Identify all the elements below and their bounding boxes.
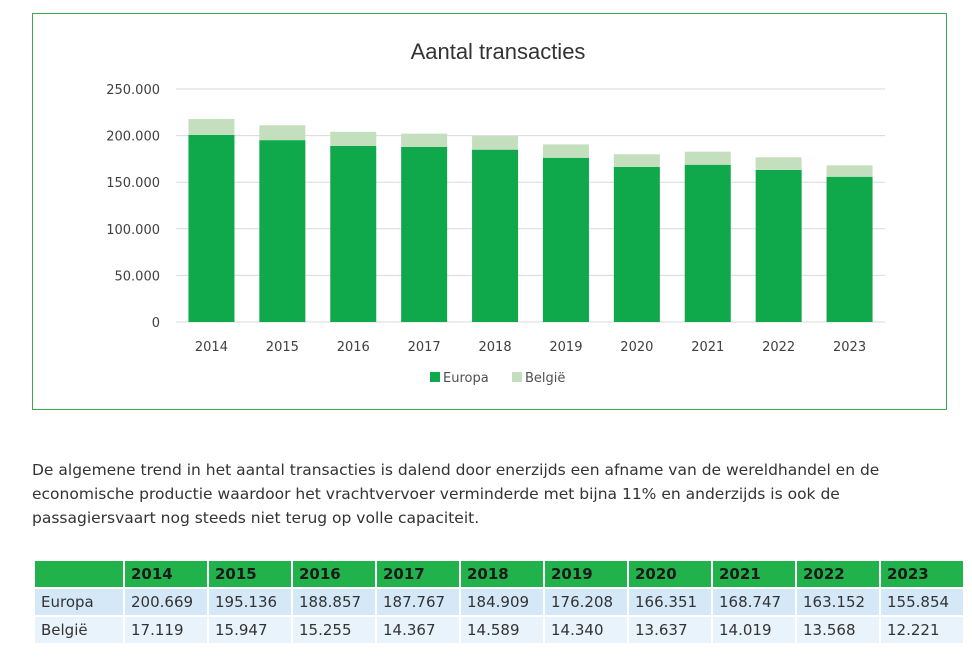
- y-tick-label: 0: [152, 316, 160, 331]
- table-header-cell: 2016: [293, 561, 375, 587]
- bar-belgi-2017: [401, 133, 448, 148]
- table-cell: 163.152: [797, 589, 879, 615]
- bar-europa-2022: [755, 169, 802, 322]
- table-cell: 17.119: [125, 617, 207, 643]
- y-tick-label: 200.000: [106, 130, 160, 145]
- table-row: België 17.119 15.947 15.255 14.367 14.589 14.3…: [35, 617, 963, 643]
- bar-belgi-2020: [613, 154, 660, 167]
- bar-europa-2017: [401, 147, 448, 322]
- table-cell: 13.568: [797, 617, 879, 643]
- table-cell: 184.909: [461, 589, 543, 615]
- y-tick-label: 50.000: [115, 269, 161, 284]
- table-cell: 176.208: [545, 589, 627, 615]
- table-header-row: 2014 2015 2016 2017 2018 2019 2020 2021 2022 2023: [35, 561, 963, 587]
- bar-europa-2014: [188, 134, 235, 322]
- table-header-cell: 2019: [545, 561, 627, 587]
- x-tick-label: 2020: [620, 340, 653, 355]
- y-tick-label: 250.000: [106, 83, 160, 98]
- table-header-cell: 2023: [881, 561, 963, 587]
- y-axis-ticks: 0 50.000 100.000 150.000 200.000 250.000: [106, 83, 160, 331]
- x-tick-label: 2016: [337, 340, 370, 355]
- table-header-cell: 2020: [629, 561, 711, 587]
- table-cell: 15.947: [209, 617, 291, 643]
- table-cell: 14.019: [713, 617, 795, 643]
- table-row-label: Europa: [35, 589, 123, 615]
- chart-container: Aantal transacties 0 50.000 100.000 150.000…: [32, 13, 947, 410]
- table-header-cell: 2021: [713, 561, 795, 587]
- table-cell: 14.367: [377, 617, 459, 643]
- table-cell: 168.747: [713, 589, 795, 615]
- bar-belgi-2014: [188, 119, 235, 135]
- legend: Europa België: [430, 371, 565, 386]
- table-header-cell: 2014: [125, 561, 207, 587]
- x-tick-label: 2014: [195, 340, 228, 355]
- x-tick-label: 2015: [266, 340, 299, 355]
- y-tick-label: 150.000: [106, 176, 160, 191]
- y-tick-label: 100.000: [106, 223, 160, 238]
- table-cell: 13.637: [629, 617, 711, 643]
- table-header-cell: 2015: [209, 561, 291, 587]
- x-tick-label: 2018: [479, 340, 512, 355]
- table-cell: 155.854: [881, 589, 963, 615]
- table-header-cell: 2017: [377, 561, 459, 587]
- bar-europa-2020: [613, 166, 660, 322]
- stacked-bar-chart: Aantal transacties 0 50.000 100.000 150.000…: [106, 39, 885, 386]
- table-cell: 187.767: [377, 589, 459, 615]
- table-cell: 14.340: [545, 617, 627, 643]
- legend-label: Europa: [443, 371, 489, 386]
- table-cell: 166.351: [629, 589, 711, 615]
- table-cell: 14.589: [461, 617, 543, 643]
- data-table: 2014 2015 2016 2017 2018 2019 2020 2021 2022 2023…: [33, 559, 965, 645]
- description-paragraph: De algemene trend in het aantal transact…: [32, 461, 880, 527]
- bar-europa-2016: [330, 145, 377, 322]
- legend-swatch-europa: [430, 372, 440, 382]
- bars: [188, 119, 873, 322]
- bar-belgi-2019: [542, 144, 589, 158]
- x-tick-label: 2019: [549, 340, 582, 355]
- legend-label: België: [525, 371, 565, 386]
- table-row: Europa 200.669 195.136 188.857 187.767 184.90…: [35, 589, 963, 615]
- table-cell: 200.669: [125, 589, 207, 615]
- table-header-cell: 2022: [797, 561, 879, 587]
- bar-belgi-2018: [472, 136, 519, 150]
- bar-europa-2021: [684, 164, 731, 322]
- bar-europa-2018: [472, 149, 519, 322]
- table-cell: 12.221: [881, 617, 963, 643]
- legend-swatch-belgi: [512, 372, 522, 382]
- bar-belgi-2015: [259, 125, 306, 141]
- bar-europa-2015: [259, 140, 306, 322]
- table-cell: 188.857: [293, 589, 375, 615]
- bar-europa-2019: [542, 157, 589, 322]
- bar-belgi-2021: [684, 151, 731, 165]
- table-cell: 15.255: [293, 617, 375, 643]
- x-tick-label: 2021: [691, 340, 724, 355]
- bar-belgi-2022: [755, 157, 802, 170]
- table-row-label: België: [35, 617, 123, 643]
- x-tick-label: 2023: [833, 340, 866, 355]
- x-tick-label: 2017: [408, 340, 441, 355]
- bar-belgi-2016: [330, 131, 377, 146]
- bar-belgi-2023: [826, 165, 873, 177]
- table-cell: 195.136: [209, 589, 291, 615]
- table-corner-cell: [35, 561, 123, 587]
- table-header-cell: 2018: [461, 561, 543, 587]
- bar-europa-2023: [826, 176, 873, 322]
- chart-title: Aantal transacties: [411, 39, 586, 64]
- x-axis-ticks: 2014 2015 2016 2017 2018 2019 2020 2021 2022 2023: [195, 340, 866, 355]
- x-tick-label: 2022: [762, 340, 795, 355]
